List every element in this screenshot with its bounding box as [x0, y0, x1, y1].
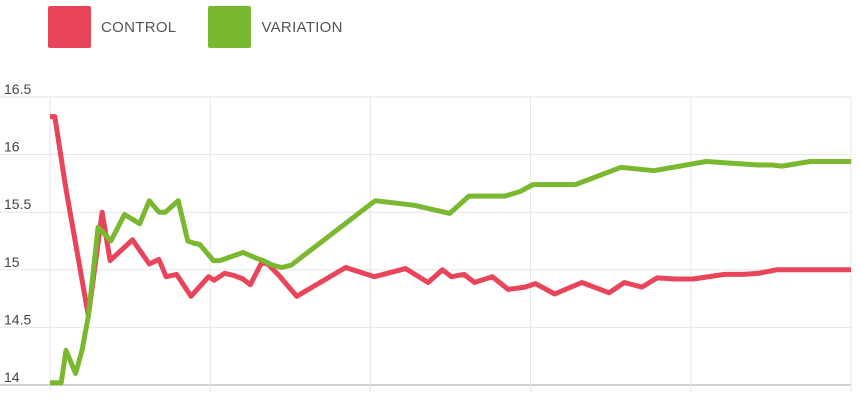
- y-tick-label: 14.5: [4, 311, 31, 327]
- legend-item-variation: VARIATION: [208, 6, 342, 48]
- legend-item-control: CONTROL: [48, 6, 176, 48]
- series-line-variation: [50, 159, 851, 386]
- legend-swatch-control: [48, 6, 91, 48]
- series-line-control: [50, 114, 851, 319]
- legend-label-control: CONTROL: [101, 18, 177, 36]
- y-tick-label: 16.5: [4, 81, 31, 97]
- y-tick-label: 15.5: [4, 196, 31, 212]
- legend: CONTROL VARIATION: [48, 6, 375, 48]
- y-tick-label: 15: [4, 254, 20, 270]
- y-tick-label: 14: [4, 369, 20, 385]
- grid: [0, 96, 852, 393]
- series-lines: [50, 114, 851, 386]
- legend-label-variation: VARIATION: [261, 18, 343, 36]
- legend-swatch-variation: [208, 6, 252, 48]
- y-tick-label: 16: [4, 139, 20, 155]
- y-axis-ticks: 16.5 16 15.5 15 14.5 14: [4, 81, 31, 385]
